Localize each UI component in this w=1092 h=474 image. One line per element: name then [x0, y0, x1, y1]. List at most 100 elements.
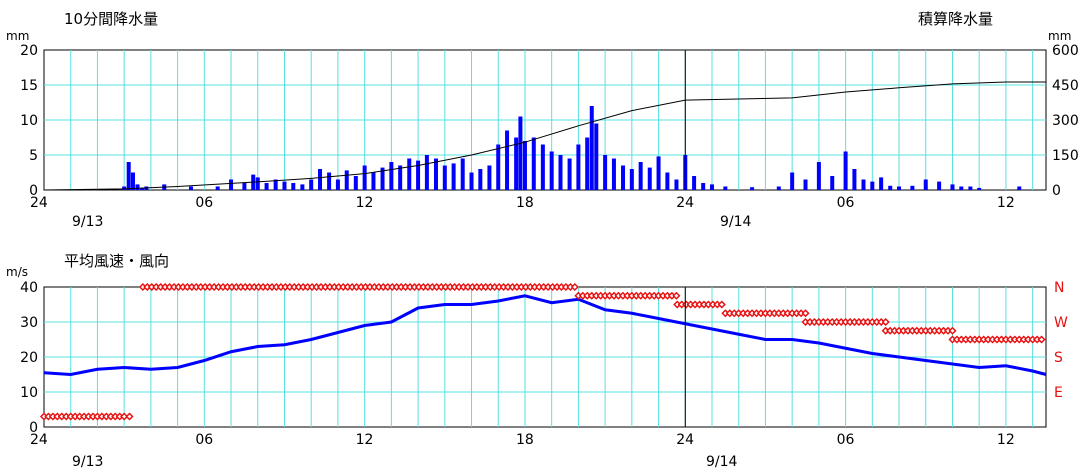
- rain-bar: [130, 172, 135, 190]
- rain-bar: [433, 158, 438, 190]
- rain-bar: [830, 176, 835, 190]
- wind-direction-marker: [717, 300, 726, 309]
- rain-bar: [621, 165, 626, 190]
- y-tick-label: 10: [20, 113, 38, 129]
- rain-bar: [451, 163, 456, 190]
- rain-bar: [273, 179, 278, 190]
- rain-bar: [514, 137, 519, 190]
- rain-bar: [416, 160, 421, 190]
- rain-bar: [576, 144, 581, 190]
- rain-grid: [44, 50, 1046, 190]
- rain-bar: [603, 155, 608, 190]
- rain-bar: [701, 183, 706, 190]
- rain-bar: [229, 179, 234, 190]
- direction-label: W: [1054, 315, 1068, 331]
- wind-direction-marker: [948, 326, 957, 335]
- rain-bar: [750, 187, 755, 190]
- rain-bar: [674, 179, 679, 190]
- wind-direction-marker: [801, 309, 810, 318]
- y-tick-label: 0: [29, 183, 38, 199]
- rain-bar: [518, 116, 523, 190]
- wind-direction-axis: N W S E: [1054, 280, 1068, 401]
- wind-date-label-1: 9/13: [72, 454, 103, 470]
- rain-bar: [540, 144, 545, 190]
- rain-bar: [816, 162, 821, 190]
- rain-chart-title: 10分間降水量: [64, 10, 158, 28]
- rain-y-right-axis: 0 150 300 450 600: [1052, 43, 1079, 199]
- rain-bar: [380, 167, 385, 190]
- x-tick-label: 06: [195, 195, 213, 211]
- rain-bar: [611, 158, 616, 190]
- rain-bars: [122, 106, 1022, 190]
- wind-direction-marker: [570, 282, 579, 292]
- x-tick-label: 12: [997, 195, 1015, 211]
- rain-x-axis: 24 06 12 18 24 06 12: [30, 195, 1015, 211]
- wind-direction-marker: [125, 412, 134, 421]
- y-tick-label: 450: [1052, 78, 1079, 94]
- rain-bar: [803, 179, 808, 190]
- rain-right-unit: mm: [1048, 29, 1071, 43]
- y-tick-label: 0: [29, 420, 38, 436]
- y-tick-label: 10: [20, 385, 38, 401]
- cumulative-rain-line: [43, 81, 1046, 191]
- rain-bar: [656, 156, 661, 190]
- rain-bar: [776, 186, 781, 190]
- rain-bar: [852, 169, 857, 190]
- rain-bar: [140, 187, 145, 190]
- rain-bar: [291, 183, 296, 190]
- wind-y-left-axis: 0 10 20 30 40: [20, 280, 38, 436]
- x-tick-label: 24: [30, 432, 48, 448]
- x-tick-label: 06: [837, 432, 855, 448]
- x-tick-label: 24: [30, 195, 48, 211]
- y-tick-label: 5: [29, 148, 38, 164]
- rain-bar: [487, 165, 492, 190]
- rain-bar: [585, 137, 590, 190]
- rain-bar: [723, 186, 728, 190]
- x-tick-label: 18: [516, 432, 534, 448]
- rain-bar: [567, 158, 572, 190]
- rain-bar: [977, 187, 982, 190]
- rain-bar: [879, 177, 884, 190]
- wind-direction-markers: [39, 282, 1046, 421]
- rain-bar: [968, 186, 973, 190]
- wind-direction-marker: [881, 317, 890, 327]
- y-tick-label: 0: [1052, 183, 1061, 199]
- x-tick-label: 06: [195, 432, 213, 448]
- x-tick-label: 12: [997, 432, 1015, 448]
- rain-bar: [692, 176, 697, 190]
- x-tick-label: 12: [356, 195, 374, 211]
- wind-date-label-2: 9/14: [706, 454, 738, 470]
- rain-bar: [126, 162, 131, 190]
- rain-bar: [897, 186, 902, 190]
- rain-bar: [710, 184, 714, 190]
- y-tick-label: 300: [1052, 113, 1079, 129]
- direction-label: N: [1054, 280, 1064, 296]
- y-tick-label: 20: [20, 350, 38, 366]
- rain-bar: [910, 185, 915, 190]
- rain-bar: [594, 123, 599, 190]
- rain-bar: [344, 170, 349, 190]
- rain-bar: [549, 151, 554, 190]
- rain-bar: [496, 144, 501, 190]
- rain-bar: [335, 179, 340, 190]
- wind-chart-title: 平均風速・風向: [64, 252, 169, 270]
- rain-bar: [188, 186, 193, 190]
- rain-bar: [255, 177, 260, 190]
- y-tick-label: 30: [20, 315, 38, 331]
- rain-bar: [327, 172, 332, 190]
- wind-plot-area: [39, 282, 1047, 428]
- rain-bar: [558, 155, 563, 190]
- rain-bar: [424, 155, 429, 190]
- rain-bar: [353, 176, 358, 190]
- y-tick-label: 600: [1052, 43, 1079, 59]
- rain-bar: [531, 137, 536, 190]
- wind-speed-line: [43, 294, 1047, 377]
- direction-label: S: [1054, 350, 1063, 366]
- rain-bar: [478, 169, 483, 190]
- rain-bar: [398, 165, 403, 190]
- rain-bar: [460, 158, 465, 190]
- y-tick-label: 15: [20, 78, 38, 94]
- rain-bar: [647, 167, 652, 190]
- wind-left-unit: m/s: [6, 265, 28, 279]
